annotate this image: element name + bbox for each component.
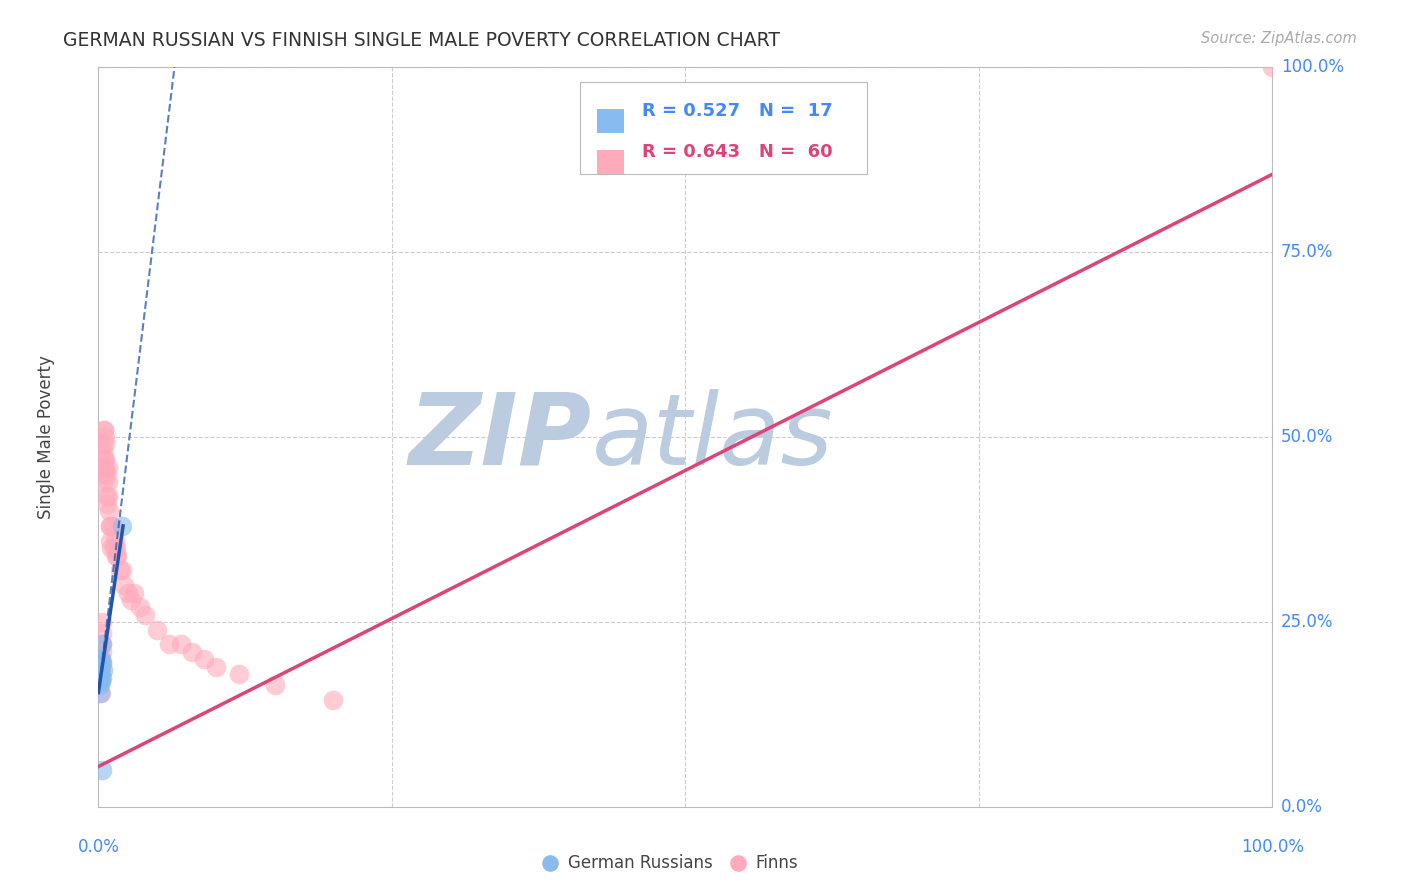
Point: [322, 693, 344, 707]
Point: [111, 563, 134, 577]
Point: [89, 678, 111, 692]
Text: 50.0%: 50.0%: [1281, 428, 1333, 446]
Point: [94, 430, 117, 444]
Point: [91, 656, 114, 670]
Point: [91, 764, 114, 778]
Point: [122, 585, 145, 599]
Point: [96, 489, 118, 503]
Text: GERMAN RUSSIAN VS FINNISH SINGLE MALE POVERTY CORRELATION CHART: GERMAN RUSSIAN VS FINNISH SINGLE MALE PO…: [63, 31, 780, 50]
Point: [90, 656, 112, 670]
Point: [181, 645, 204, 659]
Point: [727, 855, 749, 870]
Text: Single Male Poverty: Single Male Poverty: [37, 355, 55, 519]
Text: German Russians: German Russians: [568, 854, 713, 871]
Point: [98, 533, 121, 548]
Point: [105, 549, 128, 563]
Point: [104, 533, 127, 548]
Point: [146, 623, 169, 637]
Text: Finns: Finns: [756, 854, 799, 871]
Point: [87, 652, 110, 666]
Point: [103, 541, 125, 555]
Point: [134, 607, 156, 622]
Point: [93, 423, 115, 437]
Point: [90, 667, 112, 681]
Point: [108, 563, 131, 577]
Point: [100, 541, 122, 555]
Point: [91, 459, 114, 474]
Point: [112, 578, 135, 592]
Point: [89, 659, 111, 673]
Point: [93, 452, 115, 467]
Point: [91, 475, 114, 489]
Point: [205, 659, 228, 673]
Text: 0.0%: 0.0%: [77, 838, 120, 855]
Point: [94, 459, 117, 474]
Point: [90, 659, 112, 673]
Point: [90, 671, 112, 685]
Point: [89, 663, 111, 677]
Text: R = 0.527   N =  17: R = 0.527 N = 17: [643, 102, 832, 120]
Point: [91, 637, 114, 651]
Point: [90, 637, 112, 651]
Text: Source: ZipAtlas.com: Source: ZipAtlas.com: [1201, 31, 1357, 46]
FancyBboxPatch shape: [579, 82, 868, 174]
Point: [193, 652, 215, 666]
Point: [94, 452, 117, 467]
Point: [90, 685, 112, 699]
Point: [97, 489, 120, 503]
Point: [90, 652, 112, 666]
Point: [96, 467, 118, 482]
Point: [120, 593, 142, 607]
Point: [538, 855, 561, 870]
Point: [117, 585, 139, 599]
Point: [96, 497, 118, 511]
Point: [91, 645, 114, 659]
Point: [101, 519, 124, 533]
Point: [1261, 60, 1284, 74]
Text: atlas: atlas: [592, 389, 834, 485]
Point: [98, 519, 121, 533]
Point: [263, 678, 285, 692]
Point: [93, 423, 115, 437]
Point: [90, 674, 112, 689]
Point: [91, 615, 114, 630]
Point: [91, 626, 114, 640]
Point: [91, 656, 114, 670]
Point: [169, 637, 191, 651]
Text: 100.0%: 100.0%: [1281, 58, 1344, 76]
Point: [89, 663, 111, 677]
Point: [98, 519, 121, 533]
Point: [105, 541, 128, 555]
Point: [91, 637, 114, 651]
Point: [89, 685, 111, 699]
Point: [93, 467, 115, 482]
Text: 0.0%: 0.0%: [1281, 798, 1323, 816]
Point: [97, 475, 120, 489]
Point: [105, 549, 128, 563]
Point: [91, 437, 114, 451]
Text: R = 0.643   N =  60: R = 0.643 N = 60: [643, 143, 832, 161]
Point: [228, 667, 250, 681]
Point: [94, 437, 117, 451]
Point: [90, 652, 112, 666]
Point: [91, 663, 114, 677]
Point: [91, 445, 114, 459]
FancyBboxPatch shape: [598, 150, 624, 174]
Text: ZIP: ZIP: [409, 389, 592, 485]
Point: [89, 671, 111, 685]
Point: [128, 600, 150, 615]
Point: [89, 674, 111, 689]
Point: [91, 671, 114, 685]
Point: [111, 519, 134, 533]
Text: 25.0%: 25.0%: [1281, 613, 1333, 632]
Point: [98, 504, 121, 518]
Text: 100.0%: 100.0%: [1241, 838, 1303, 855]
Point: [97, 459, 120, 474]
FancyBboxPatch shape: [598, 109, 624, 133]
Text: 75.0%: 75.0%: [1281, 243, 1333, 261]
Point: [157, 637, 180, 651]
Point: [89, 674, 111, 689]
Point: [89, 652, 111, 666]
